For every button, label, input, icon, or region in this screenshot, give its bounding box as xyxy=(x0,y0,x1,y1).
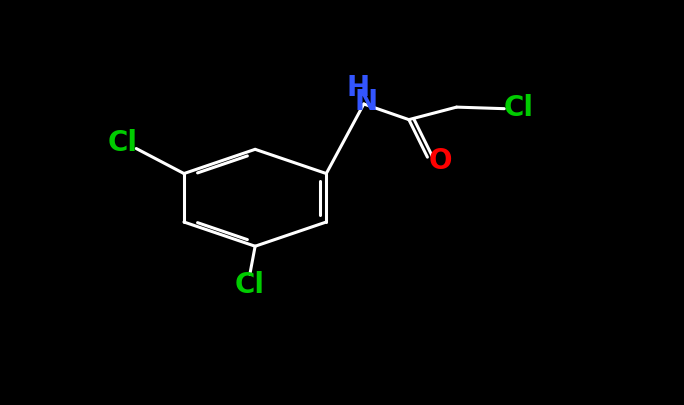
Text: Cl: Cl xyxy=(108,129,138,157)
Text: Cl: Cl xyxy=(235,270,265,298)
Text: O: O xyxy=(429,147,452,175)
Text: N: N xyxy=(355,87,378,115)
Text: Cl: Cl xyxy=(504,94,534,122)
Text: H: H xyxy=(347,74,370,102)
